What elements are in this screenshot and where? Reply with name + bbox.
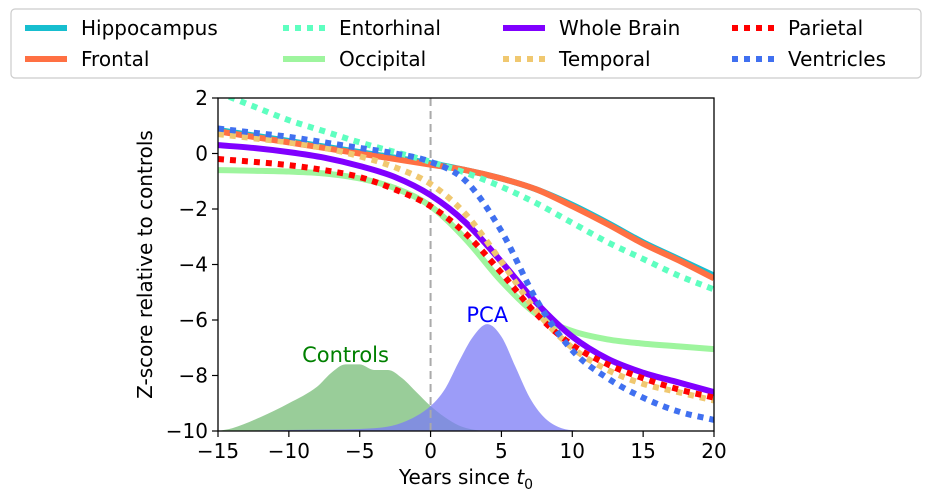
legend-label-entorhinal: Entorhinal	[339, 16, 441, 40]
legend-label-hippocampus: Hippocampus	[81, 16, 218, 40]
series-entorhinal	[223, 98, 714, 293]
y-tick-label: −8	[179, 364, 208, 388]
x-tick-label: 20	[701, 439, 726, 463]
legend-box	[10, 8, 922, 79]
y-tick-label: −2	[179, 197, 208, 221]
legend-label-ventricles: Ventricles	[788, 47, 886, 71]
x-tick-label: −15	[197, 439, 239, 463]
legend-label-temporal: Temporal	[558, 47, 651, 71]
y-tick-label: −4	[179, 253, 208, 277]
plot-area: Controls PCA	[218, 98, 714, 431]
x-tick-label: −10	[268, 439, 310, 463]
x-tick-label: 5	[495, 439, 508, 463]
series-whole-brain	[218, 142, 714, 396]
series-frontal	[218, 128, 714, 282]
y-tick-label: 2	[195, 86, 208, 110]
legend-label-occipital: Occipital	[339, 47, 426, 71]
pca-distribution	[218, 324, 601, 431]
legend-label-frontal: Frontal	[81, 47, 149, 71]
x-tick-label: 0	[424, 439, 437, 463]
x-tick-label: 15	[630, 439, 655, 463]
y-axis-label: Z-score relative to controls	[133, 130, 157, 399]
y-tick-label: −10	[166, 419, 208, 443]
y-tick-label: −6	[179, 308, 208, 332]
y-tick-label: 0	[195, 142, 208, 166]
series-occipital	[218, 167, 714, 353]
x-tick-label: −5	[345, 439, 374, 463]
plot-content	[218, 98, 714, 431]
series-parietal	[218, 156, 714, 401]
series-temporal	[218, 131, 714, 404]
x-tick-label: 10	[560, 439, 585, 463]
legend-label-parietal: Parietal	[788, 16, 863, 40]
x-axis-label: Years since t0	[398, 465, 533, 493]
pca-label: PCA	[466, 303, 508, 327]
legend: Hippocampus Frontal Entorhinal Occipital Who…	[10, 8, 922, 79]
legend-label-whole-brain: Whole Brain	[559, 16, 680, 40]
controls-label: Controls	[302, 343, 389, 367]
series-ventricles	[218, 125, 714, 423]
